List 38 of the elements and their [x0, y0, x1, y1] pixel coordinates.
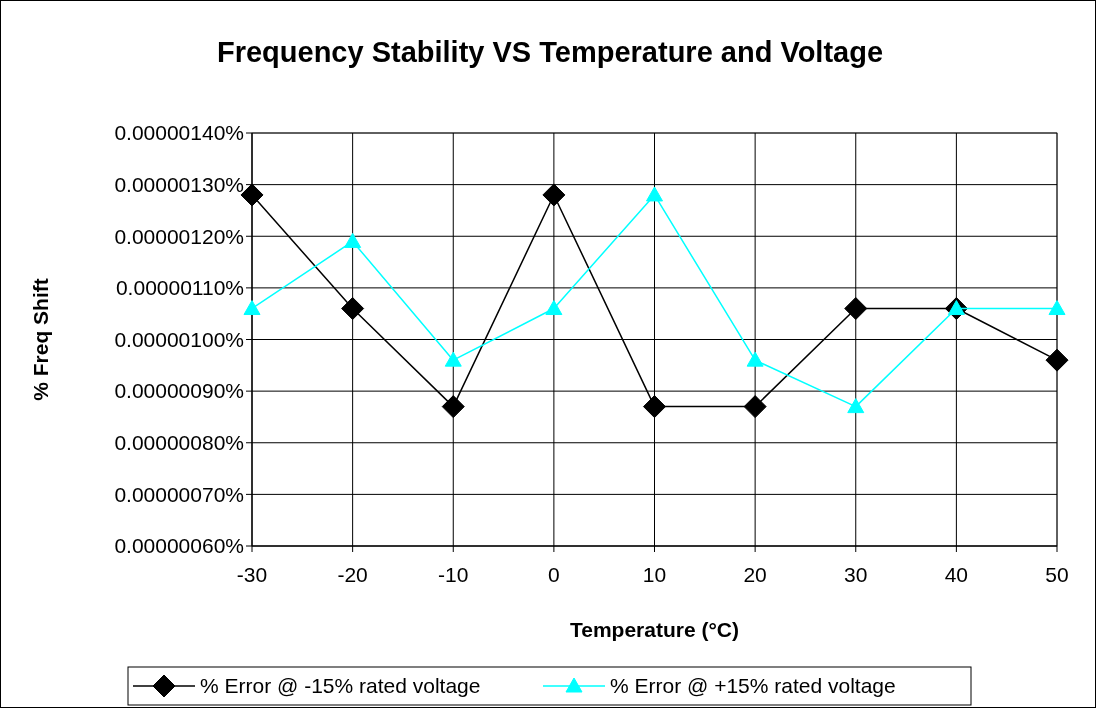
- point: [646, 186, 663, 202]
- point: [1048, 300, 1066, 316]
- y-tick-label: 0.00000060%: [114, 534, 244, 558]
- y-axis-title: % Freq Shift: [29, 278, 52, 401]
- point: [844, 297, 868, 321]
- x-tick-label: -30: [236, 563, 268, 586]
- y-tick-label: 0.00000070%: [114, 482, 244, 506]
- y-tick-label: 0.00000100%: [114, 327, 244, 351]
- point: [243, 300, 261, 316]
- x-tick-label: 30: [844, 563, 868, 586]
- y-tick-label: 0.00000090%: [114, 379, 244, 403]
- x-tick-label: -20: [337, 563, 368, 586]
- x-tick-label: 50: [1045, 563, 1069, 586]
- point: [341, 297, 365, 321]
- point: [344, 232, 362, 248]
- x-axis-title: Temperature (°C): [569, 618, 740, 641]
- y-tick-label: 0.00000130%: [114, 172, 244, 196]
- legend-label: % Error @ +15% rated voltage: [610, 674, 896, 698]
- point: [847, 398, 865, 414]
- point: [746, 351, 764, 367]
- y-tick-label: 0.00000110%: [115, 276, 244, 300]
- point: [441, 395, 465, 419]
- y-tick-label: 0.00000080%: [114, 431, 244, 455]
- point: [1045, 348, 1069, 372]
- x-tick-label: 20: [743, 563, 767, 586]
- chart-title: Frequency Stability VS Temperature and Voltage: [216, 36, 884, 68]
- point: [542, 183, 566, 207]
- x-tick-label: 0: [548, 563, 560, 586]
- legend-label: % Error @ -15% rated voltage: [200, 674, 481, 698]
- x-tick-label: -10: [438, 563, 469, 586]
- point: [643, 395, 666, 419]
- y-tick-label: 0.00000140%: [114, 121, 244, 145]
- point: [545, 300, 563, 316]
- y-tick-label: 0.00000120%: [114, 224, 244, 248]
- x-tick-label: 40: [944, 563, 969, 586]
- point: [444, 351, 462, 367]
- x-tick-label: 10: [642, 563, 667, 586]
- point: [743, 395, 767, 419]
